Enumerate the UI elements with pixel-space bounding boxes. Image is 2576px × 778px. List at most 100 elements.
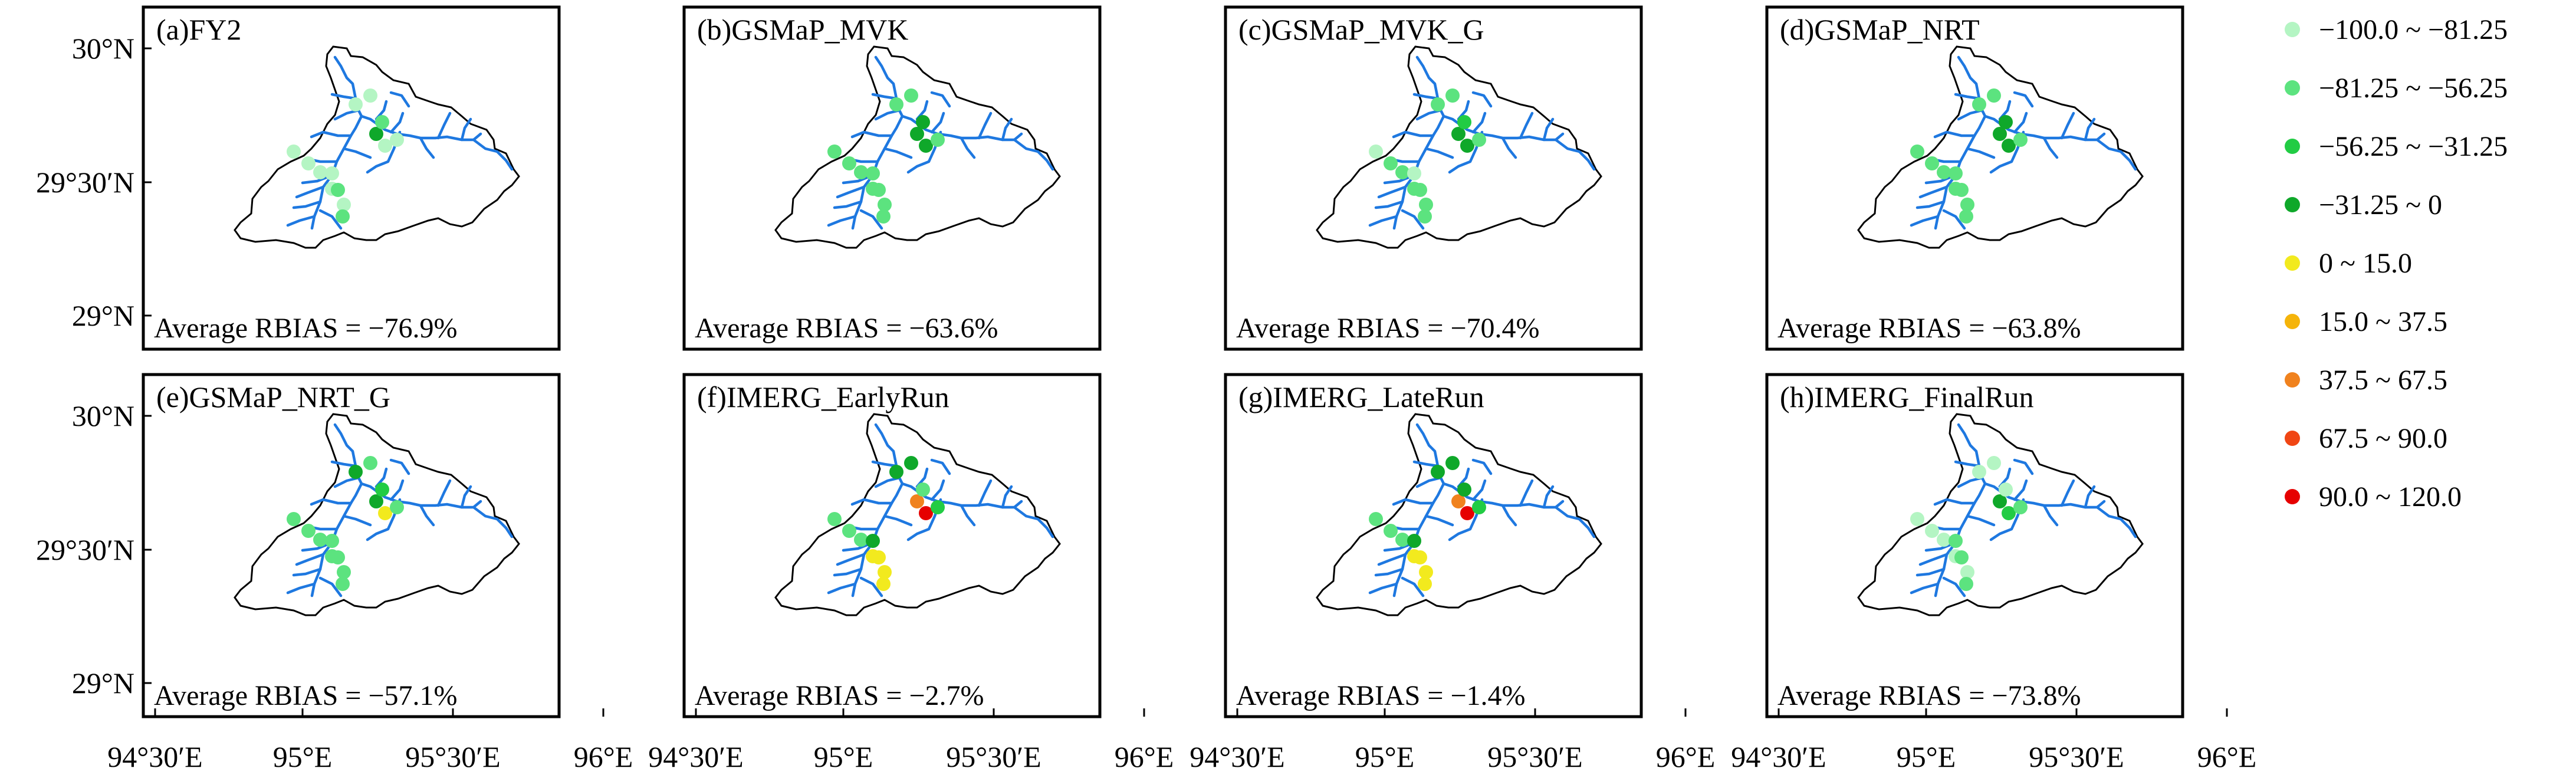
station-marker bbox=[827, 145, 842, 159]
panel-frame bbox=[1224, 5, 1643, 351]
station-marker bbox=[1937, 165, 1951, 179]
legend-swatch bbox=[2285, 372, 2300, 388]
river bbox=[1471, 479, 1487, 501]
river bbox=[1377, 553, 1407, 566]
basin-outline bbox=[1316, 45, 1602, 249]
river bbox=[342, 514, 372, 527]
station-marker bbox=[1910, 512, 1924, 526]
river bbox=[460, 485, 472, 509]
station-marker bbox=[931, 500, 945, 514]
station-marker bbox=[854, 533, 868, 547]
station-marker bbox=[1369, 145, 1383, 159]
station-marker bbox=[336, 209, 350, 224]
river bbox=[833, 200, 863, 209]
station-marker bbox=[876, 209, 891, 224]
river bbox=[495, 517, 514, 539]
river bbox=[1519, 479, 1534, 507]
panel-title: (g)IMERG_LateRun bbox=[1238, 380, 1484, 413]
station-marker bbox=[363, 456, 377, 470]
river bbox=[930, 479, 945, 501]
legend-item: 15.0 ~ 37.5 bbox=[2276, 295, 2447, 348]
map-panel-c: (c)GSMaP_MVK_G Average RBIAS = −70.4% bbox=[1224, 5, 1643, 351]
station-marker bbox=[1949, 534, 1963, 548]
river bbox=[2060, 111, 2075, 140]
station-marker bbox=[337, 198, 351, 212]
station-marker bbox=[337, 565, 351, 579]
legend-label: 67.5 ~ 90.0 bbox=[2319, 422, 2447, 454]
river bbox=[850, 498, 893, 506]
river bbox=[1368, 215, 1398, 227]
x-tick-label: 96°E bbox=[1115, 740, 1174, 773]
station-marker bbox=[866, 534, 880, 548]
legend-swatch bbox=[2285, 431, 2300, 446]
station-marker bbox=[1451, 127, 1466, 141]
river bbox=[286, 215, 316, 227]
river bbox=[1036, 150, 1054, 171]
river bbox=[1934, 423, 1987, 598]
river bbox=[883, 147, 913, 159]
river bbox=[1910, 582, 1940, 595]
station-marker bbox=[1949, 166, 1963, 180]
rbias-label: Average RBIAS = −70.4% bbox=[1236, 313, 1540, 344]
river bbox=[1915, 567, 1946, 577]
river bbox=[472, 132, 482, 142]
river bbox=[1001, 485, 1013, 509]
legend-swatch bbox=[2285, 255, 2300, 271]
river bbox=[1554, 500, 1565, 509]
station-marker bbox=[1472, 500, 1486, 514]
station-marker bbox=[1431, 465, 1445, 479]
river bbox=[1578, 517, 1596, 539]
station-marker bbox=[2002, 139, 2016, 153]
river bbox=[1377, 185, 1407, 199]
station-marker bbox=[872, 183, 886, 197]
river bbox=[1542, 485, 1555, 509]
river bbox=[960, 136, 976, 159]
station-marker bbox=[872, 550, 886, 564]
river bbox=[2084, 117, 2096, 142]
map-panel-g: (g)IMERG_LateRun Average RBIAS = −1.4% bbox=[1224, 373, 1687, 718]
station-marker bbox=[331, 550, 345, 564]
river bbox=[2013, 111, 2028, 134]
y-tick-label: 30°N bbox=[72, 32, 134, 65]
river bbox=[318, 209, 343, 230]
river bbox=[1471, 458, 1493, 475]
river bbox=[1542, 117, 1555, 142]
river bbox=[1501, 504, 1517, 527]
river bbox=[1368, 582, 1398, 595]
river bbox=[851, 423, 904, 598]
station-marker bbox=[878, 565, 892, 579]
station-marker bbox=[1407, 166, 1421, 180]
station-marker bbox=[1384, 524, 1398, 538]
legend-item: 0 ~ 15.0 bbox=[2276, 237, 2412, 290]
panel-frame bbox=[682, 373, 1102, 718]
station-marker bbox=[1457, 482, 1471, 497]
panel-frame bbox=[142, 373, 561, 718]
x-tick-label: 95°30′E bbox=[405, 740, 500, 773]
basin-outline bbox=[1857, 413, 2144, 616]
basin-outline bbox=[234, 413, 520, 616]
panel-frame bbox=[1224, 373, 1643, 718]
river bbox=[472, 500, 482, 509]
panel-title: (e)GSMaP_NRT_G bbox=[156, 380, 390, 413]
station-marker bbox=[1937, 533, 1951, 547]
station-marker bbox=[1960, 198, 1974, 212]
panel-frame bbox=[682, 5, 1102, 351]
station-marker bbox=[375, 115, 389, 129]
station-marker bbox=[349, 465, 363, 479]
y-tick-label: 30°N bbox=[72, 399, 134, 432]
station-marker bbox=[1419, 198, 1433, 212]
river bbox=[310, 498, 353, 506]
panel-frame bbox=[1765, 5, 2184, 351]
station-marker bbox=[878, 198, 892, 212]
station-marker bbox=[1999, 115, 2013, 129]
river bbox=[1392, 55, 1445, 230]
river bbox=[2095, 500, 2106, 509]
station-marker bbox=[313, 165, 327, 179]
legend-swatch bbox=[2285, 22, 2300, 37]
station-marker bbox=[331, 183, 345, 197]
river bbox=[286, 582, 316, 595]
river bbox=[389, 91, 410, 108]
station-marker bbox=[369, 494, 383, 508]
river bbox=[2084, 485, 2096, 509]
river bbox=[859, 576, 883, 598]
